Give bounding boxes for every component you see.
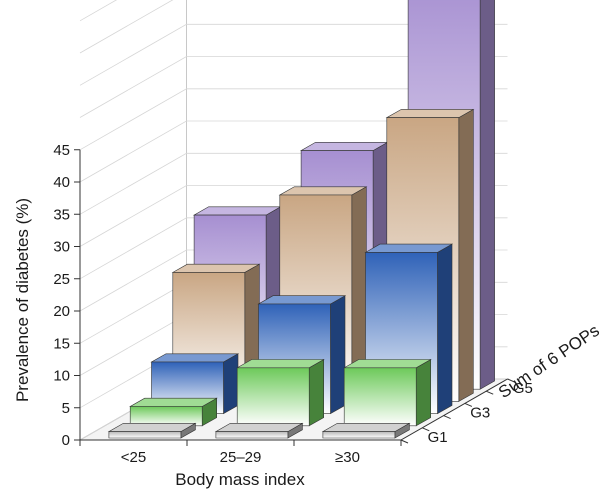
bar-top [385, 109, 475, 118]
z-tick [400, 439, 409, 444]
bar-side [330, 295, 346, 415]
bar-front [215, 431, 289, 439]
x-tick-label: <25 [121, 449, 146, 466]
gridline [79, 0, 174, 54]
z-tick-labels: G1 G3 G5 [428, 380, 533, 446]
bar-side [458, 108, 474, 402]
z-tick [443, 415, 451, 420]
z-tick-label: G1 [428, 429, 448, 446]
bar-top [257, 295, 347, 305]
bar-side [415, 358, 432, 427]
bar-top [343, 359, 432, 369]
bar-front [343, 367, 417, 427]
y-tick-label: 35 [53, 206, 70, 223]
bar-top [236, 359, 325, 369]
bar-top [129, 397, 218, 407]
y-tick-label: 15 [53, 335, 70, 352]
bar-front [129, 406, 203, 427]
x-tick-labels: <25 25–29 ≥30 [121, 449, 360, 466]
bar-front [108, 431, 182, 439]
y-tick-label: 10 [53, 368, 70, 385]
bar-front [236, 367, 310, 427]
z-tick [486, 390, 494, 395]
z-tick [507, 378, 515, 383]
bar [129, 397, 218, 427]
bar-top [150, 353, 240, 363]
y-tick-label: 20 [53, 303, 70, 320]
z-tick [464, 402, 473, 407]
y-tick-label: 45 [53, 142, 70, 159]
z-axis-line [400, 378, 508, 441]
bar-front [322, 431, 396, 439]
gridline [79, 56, 508, 118]
bar [343, 358, 432, 427]
axes [74, 149, 515, 446]
gridline [79, 88, 508, 151]
bar-top [214, 422, 304, 432]
bar-top [278, 186, 368, 196]
y-axis-title: Prevalence of diabetes (%) [13, 198, 32, 402]
bar-top [299, 142, 389, 151]
bar-top [107, 422, 197, 432]
bars [107, 0, 495, 439]
y-tick-labels: 0 5 10 15 20 25 30 35 40 45 [53, 142, 70, 449]
bar-top [321, 422, 411, 432]
bar-top [192, 206, 282, 216]
bar-top [364, 243, 454, 253]
y-tick-label: 5 [62, 400, 70, 417]
bar [107, 422, 197, 439]
x-tick-label: 25–29 [220, 449, 262, 466]
bar [321, 422, 411, 439]
y-tick-label: 25 [53, 271, 70, 288]
z-tick-label: G5 [513, 380, 533, 397]
z-tick [422, 427, 430, 432]
y-tick-label: 0 [62, 432, 70, 449]
z-axis-title: Sum of 6 POPs [495, 321, 603, 402]
bar [236, 358, 325, 427]
bar-side [223, 353, 239, 415]
y-tick-label: 30 [53, 239, 70, 256]
bar-top [171, 263, 261, 273]
x-axis-title: Body mass index [175, 470, 305, 489]
bar [214, 422, 304, 439]
bar-side [479, 0, 495, 390]
bar-side [308, 358, 325, 427]
y-tick-label: 40 [53, 174, 70, 191]
gridline [79, 0, 118, 22]
bar-side [437, 243, 453, 415]
x-tick-label: ≥30 [335, 449, 360, 466]
gridline [79, 23, 508, 86]
z-tick-label: G3 [470, 405, 490, 422]
